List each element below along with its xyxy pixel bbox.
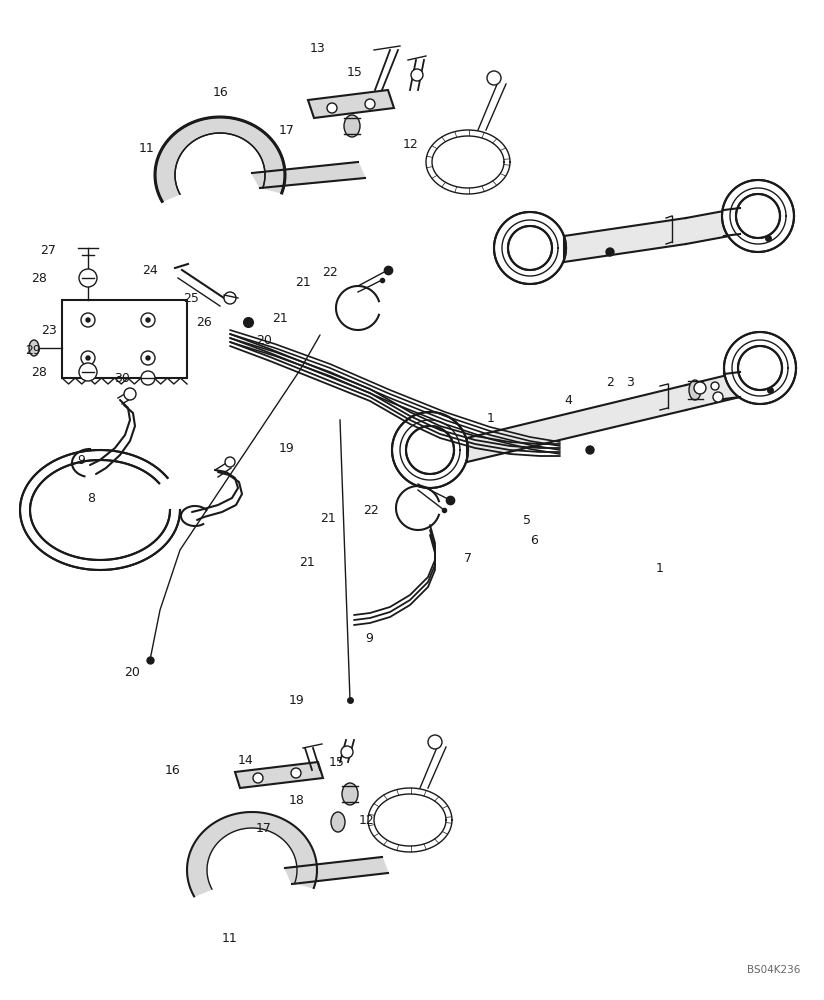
Circle shape [606,248,614,256]
Text: 19: 19 [279,442,295,454]
Circle shape [224,292,236,304]
Text: 28: 28 [31,271,48,284]
Text: 18: 18 [288,794,305,806]
Text: 24: 24 [142,263,158,276]
Polygon shape [686,372,740,410]
Text: 20: 20 [255,334,272,347]
Text: 22: 22 [321,265,338,278]
Circle shape [81,351,95,365]
Circle shape [365,99,375,109]
Text: 26: 26 [196,316,213,328]
Text: 6: 6 [530,534,538,546]
Text: 11: 11 [221,932,237,944]
Text: 15: 15 [346,66,363,79]
Circle shape [141,351,155,365]
Text: 20: 20 [124,666,140,678]
Text: 2: 2 [606,375,614,388]
Text: 25: 25 [183,292,199,304]
Text: 28: 28 [31,365,48,378]
Text: 23: 23 [41,324,58,336]
Text: 12: 12 [402,138,419,151]
Text: 17: 17 [255,822,272,834]
Text: BS04K236: BS04K236 [747,965,800,975]
Circle shape [141,371,155,385]
Circle shape [253,773,263,783]
Text: 17: 17 [279,123,295,136]
FancyBboxPatch shape [62,300,187,378]
Polygon shape [187,812,317,896]
Text: 13: 13 [309,41,325,54]
Polygon shape [155,117,285,201]
Ellipse shape [344,115,360,137]
Circle shape [291,768,301,778]
Text: 4: 4 [564,393,573,406]
Circle shape [428,735,442,749]
Ellipse shape [342,783,358,805]
Circle shape [341,746,353,758]
Circle shape [722,180,794,252]
Circle shape [392,412,468,488]
Text: 1: 1 [486,412,494,424]
Circle shape [79,363,97,381]
Text: 27: 27 [40,243,56,256]
Circle shape [494,212,566,284]
Text: 19: 19 [288,694,305,706]
Polygon shape [20,450,180,570]
Circle shape [141,313,155,327]
Text: 21: 21 [295,275,311,288]
Polygon shape [467,385,686,462]
Text: 15: 15 [328,756,344,768]
Circle shape [724,332,796,404]
Circle shape [694,382,706,394]
Circle shape [124,388,136,400]
Text: 5: 5 [523,514,531,526]
Text: 22: 22 [363,504,379,516]
Text: 29: 29 [25,344,41,357]
Polygon shape [686,208,740,244]
Polygon shape [235,762,323,788]
Circle shape [86,356,90,360]
Circle shape [411,69,423,81]
Text: 30: 30 [114,371,130,384]
Circle shape [586,446,594,454]
Polygon shape [285,857,388,884]
Circle shape [327,103,337,113]
Text: 21: 21 [298,556,315,568]
Text: 12: 12 [358,814,375,826]
Text: 8: 8 [87,491,95,504]
Text: 9: 9 [77,454,85,466]
Text: 14: 14 [237,754,254,766]
Text: 9: 9 [365,632,373,645]
Circle shape [146,356,150,360]
Ellipse shape [331,812,345,832]
Polygon shape [564,218,686,262]
Text: 16: 16 [213,86,229,99]
Circle shape [146,318,150,322]
Text: 11: 11 [138,141,155,154]
Circle shape [225,457,235,467]
Ellipse shape [689,380,701,400]
Ellipse shape [29,340,39,356]
Text: 21: 21 [272,312,288,324]
Text: 16: 16 [165,764,181,776]
Circle shape [81,313,95,327]
Text: 21: 21 [320,512,336,524]
Text: 7: 7 [464,552,472,564]
Text: 3: 3 [626,375,634,388]
Circle shape [86,318,90,322]
Circle shape [713,392,723,402]
Polygon shape [308,90,394,118]
Circle shape [487,71,501,85]
Text: 1: 1 [655,562,663,574]
Circle shape [79,269,97,287]
Polygon shape [252,162,365,188]
Circle shape [711,382,719,390]
